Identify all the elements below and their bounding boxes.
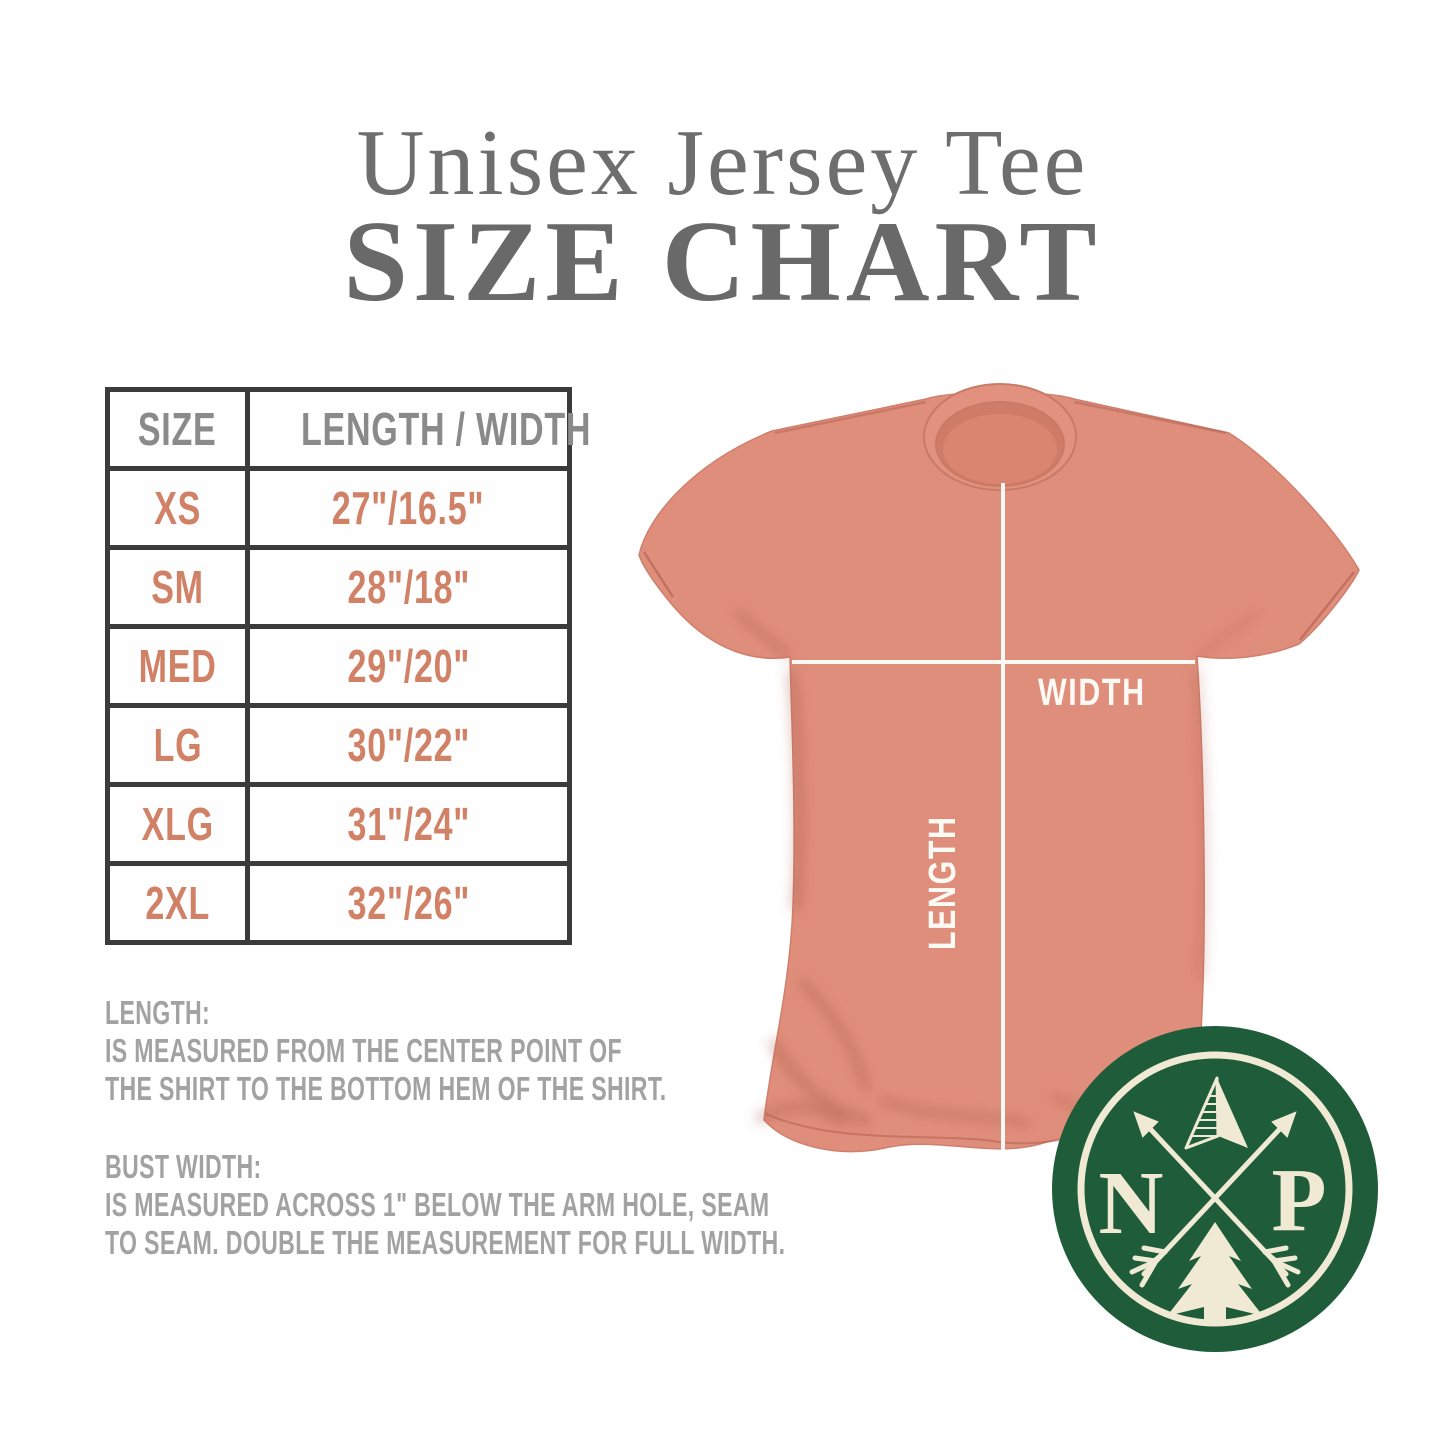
compass-needle-icon xyxy=(1184,1076,1248,1150)
size-cell: LG xyxy=(105,703,250,787)
bust-width-note: BUST WIDTH: IS MEASURED ACROSS 1" BELOW … xyxy=(105,1148,1077,1262)
size-value: XLG xyxy=(141,798,214,850)
size-cell: SM xyxy=(105,545,250,629)
brand-logo: N P xyxy=(1052,1026,1378,1352)
measure-cell: 29"/20" xyxy=(245,624,572,708)
length-note: LENGTH: IS MEASURED FROM THE CENTER POIN… xyxy=(105,994,907,1108)
table-row: MED 29"/20" xyxy=(105,624,572,708)
table-row: XS 27"/16.5" xyxy=(105,466,572,550)
logo-letter-p: P xyxy=(1272,1151,1327,1250)
fabric-shading xyxy=(733,608,1260,1129)
logo-letter-n: N xyxy=(1099,1154,1164,1253)
collar xyxy=(923,383,1077,491)
table-row: 2XL 32"/26" xyxy=(105,861,572,945)
size-table: SIZE LENGTH / WIDTH XS 27"/16.5" SM 28"/… xyxy=(105,387,590,945)
length-note-line: IS MEASURED FROM THE CENTER POINT OF xyxy=(105,1032,622,1069)
header-length-width-label: LENGTH / WIDTH xyxy=(300,403,592,455)
tshirt-graphic xyxy=(638,383,1360,1153)
header-cell-length-width: LENGTH / WIDTH xyxy=(245,387,590,471)
measure-value: 31"/24" xyxy=(347,798,470,850)
length-note-line: THE SHIRT TO THE BOTTOM HEM OF THE SHIRT… xyxy=(105,1070,667,1107)
table-row: XLG 31"/24" xyxy=(105,782,572,866)
length-note-label: LENGTH: xyxy=(105,994,211,1031)
size-cell: XS xyxy=(105,466,250,550)
size-value: XS xyxy=(154,482,201,534)
measure-value: 27"/16.5" xyxy=(332,482,485,534)
page-subtitle: SIZE CHART xyxy=(343,198,1102,326)
measure-cell: 27"/16.5" xyxy=(245,466,572,550)
bust-width-note-line: IS MEASURED ACROSS 1" BELOW THE ARM HOLE… xyxy=(105,1186,770,1223)
size-cell: XLG xyxy=(105,782,250,866)
pine-tree-icon xyxy=(1167,1222,1263,1324)
header-cell-size: SIZE xyxy=(105,387,250,471)
bust-width-note-label: BUST WIDTH: xyxy=(105,1148,262,1185)
table-row: LG 30"/22" xyxy=(105,703,572,787)
bust-width-note-line: TO SEAM. DOUBLE THE MEASUREMENT FOR FULL… xyxy=(105,1224,786,1261)
measure-cell: 32"/26" xyxy=(245,861,572,945)
measure-value: 32"/26" xyxy=(347,877,470,929)
page-title: Unisex Jersey Tee xyxy=(356,111,1089,215)
table-row: SM 28"/18" xyxy=(105,545,572,629)
crossed-arrows-icon xyxy=(1129,1111,1301,1288)
header-size-label: SIZE xyxy=(138,403,217,455)
length-label: LENGTH xyxy=(922,815,964,950)
size-value: SM xyxy=(151,561,204,613)
size-value: LG xyxy=(153,719,202,771)
width-label: WIDTH xyxy=(1038,672,1146,714)
size-value: MED xyxy=(138,640,217,692)
measure-value: 28"/18" xyxy=(347,561,470,613)
measure-value: 30"/22" xyxy=(347,719,470,771)
measure-cell: 30"/22" xyxy=(245,703,572,787)
measure-cell: 31"/24" xyxy=(245,782,572,866)
size-cell: 2XL xyxy=(105,861,250,945)
size-cell: MED xyxy=(105,624,250,708)
measure-cell: 28"/18" xyxy=(245,545,572,629)
table-header-row: SIZE LENGTH / WIDTH xyxy=(105,387,590,471)
measure-value: 29"/20" xyxy=(347,640,470,692)
size-value: 2XL xyxy=(145,877,210,929)
tshirt-body xyxy=(638,391,1360,1153)
